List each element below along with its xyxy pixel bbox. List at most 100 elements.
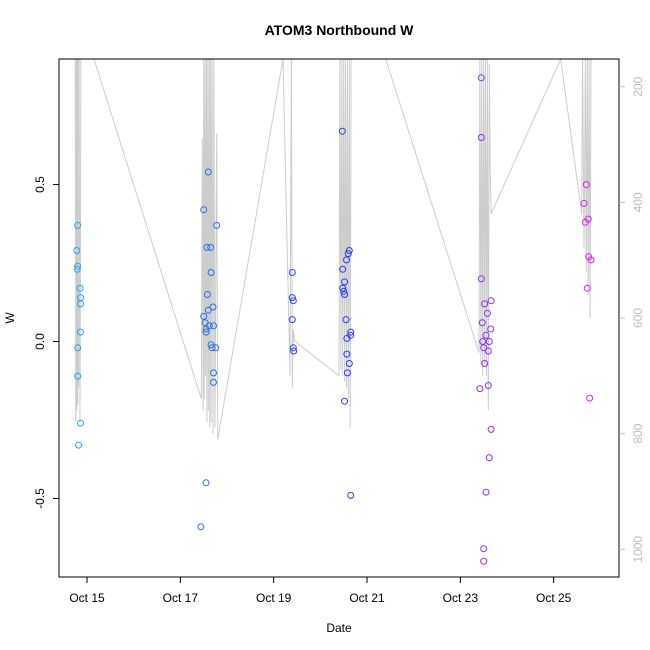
points-layer xyxy=(73,74,595,565)
data-point xyxy=(343,369,351,377)
data-point xyxy=(75,441,83,449)
data-point xyxy=(484,382,492,389)
data-point xyxy=(482,488,490,496)
right-tick-label: 1000 xyxy=(631,536,645,563)
data-point xyxy=(587,256,595,264)
data-point xyxy=(481,300,489,308)
data-point xyxy=(338,127,346,135)
data-point xyxy=(483,309,491,317)
data-point xyxy=(73,265,81,273)
y-tick-label: 0.5 xyxy=(33,176,47,193)
data-point xyxy=(288,269,296,276)
data-point xyxy=(288,294,296,302)
data-point xyxy=(485,338,493,345)
data-point xyxy=(210,322,217,330)
data-point xyxy=(200,312,208,320)
data-point xyxy=(205,322,213,330)
data-point xyxy=(476,385,484,393)
right-tick-label: 600 xyxy=(631,308,645,328)
data-point xyxy=(207,243,215,251)
data-point xyxy=(204,306,212,314)
y-axis-label: W xyxy=(3,312,17,324)
depth-line xyxy=(74,57,592,440)
x-tick-label: Oct 15 xyxy=(69,591,105,605)
x-axis: Oct 15 Oct 17 Oct 19 Oct 21 Oct 23 Oct 25 xyxy=(69,577,572,605)
y-tick-label: 0.0 xyxy=(33,333,47,350)
data-point xyxy=(209,303,217,311)
data-point xyxy=(74,221,82,229)
depth-line-layer xyxy=(74,57,592,440)
data-point xyxy=(197,523,205,531)
data-point xyxy=(341,291,349,298)
chart-title: ATOM3 Northbound W xyxy=(265,22,415,38)
data-point xyxy=(77,300,84,308)
right-tick-label: 200 xyxy=(631,76,645,96)
data-point xyxy=(207,269,215,276)
data-point xyxy=(341,397,349,405)
data-point xyxy=(487,425,495,433)
data-point xyxy=(480,557,488,565)
x-tick-label: Oct 21 xyxy=(349,591,385,605)
data-point xyxy=(203,243,211,251)
data-point xyxy=(77,328,84,336)
data-point xyxy=(480,545,488,553)
data-point xyxy=(202,328,210,336)
x-tick-label: Oct 19 xyxy=(256,591,292,605)
data-point xyxy=(74,372,82,380)
data-point xyxy=(76,284,84,292)
data-point xyxy=(200,206,208,214)
data-point xyxy=(210,369,217,377)
data-point xyxy=(207,341,215,349)
x-tick-label: Oct 17 xyxy=(163,591,199,605)
x-tick-label: Oct 23 xyxy=(443,591,479,605)
data-point xyxy=(208,344,216,352)
data-point xyxy=(74,344,82,352)
data-point xyxy=(347,331,355,339)
data-point xyxy=(202,479,210,487)
data-point xyxy=(204,168,212,176)
data-point xyxy=(487,325,495,333)
data-point xyxy=(339,265,347,273)
data-point xyxy=(478,319,486,327)
data-point xyxy=(73,247,81,254)
data-point xyxy=(77,419,84,427)
data-point xyxy=(340,287,348,295)
x-tick-label: Oct 25 xyxy=(536,591,572,605)
data-point xyxy=(487,297,495,305)
y-axis: -0.5 0.0 0.5 xyxy=(33,176,59,509)
right-tick-label: 800 xyxy=(631,423,645,443)
right-depth-axis: 200 400 600 800 1000 xyxy=(619,76,645,563)
right-tick-label: 400 xyxy=(631,192,645,212)
data-point xyxy=(203,291,211,298)
data-point xyxy=(341,278,349,286)
data-point xyxy=(289,344,297,352)
data-point xyxy=(343,350,351,358)
data-point xyxy=(485,454,493,462)
data-point xyxy=(482,331,490,339)
data-point xyxy=(344,250,352,258)
data-point xyxy=(484,347,492,355)
data-point xyxy=(347,328,355,336)
data-point xyxy=(582,181,590,189)
data-point xyxy=(342,316,350,324)
data-point xyxy=(345,247,353,254)
y-tick-label: -0.5 xyxy=(33,488,47,509)
data-point xyxy=(339,284,347,292)
x-axis-label: Date xyxy=(326,621,352,635)
data-point xyxy=(480,344,488,352)
data-point xyxy=(289,297,297,305)
data-point xyxy=(343,256,350,264)
data-point xyxy=(477,275,485,283)
data-point xyxy=(477,134,485,141)
data-point xyxy=(74,262,82,270)
data-point xyxy=(586,394,594,402)
data-point xyxy=(584,215,592,223)
data-point xyxy=(477,74,485,82)
data-point xyxy=(345,360,353,367)
data-point xyxy=(213,221,221,229)
data-point xyxy=(288,316,296,324)
data-point xyxy=(583,284,591,292)
data-point xyxy=(347,491,355,499)
data-point xyxy=(580,199,588,207)
